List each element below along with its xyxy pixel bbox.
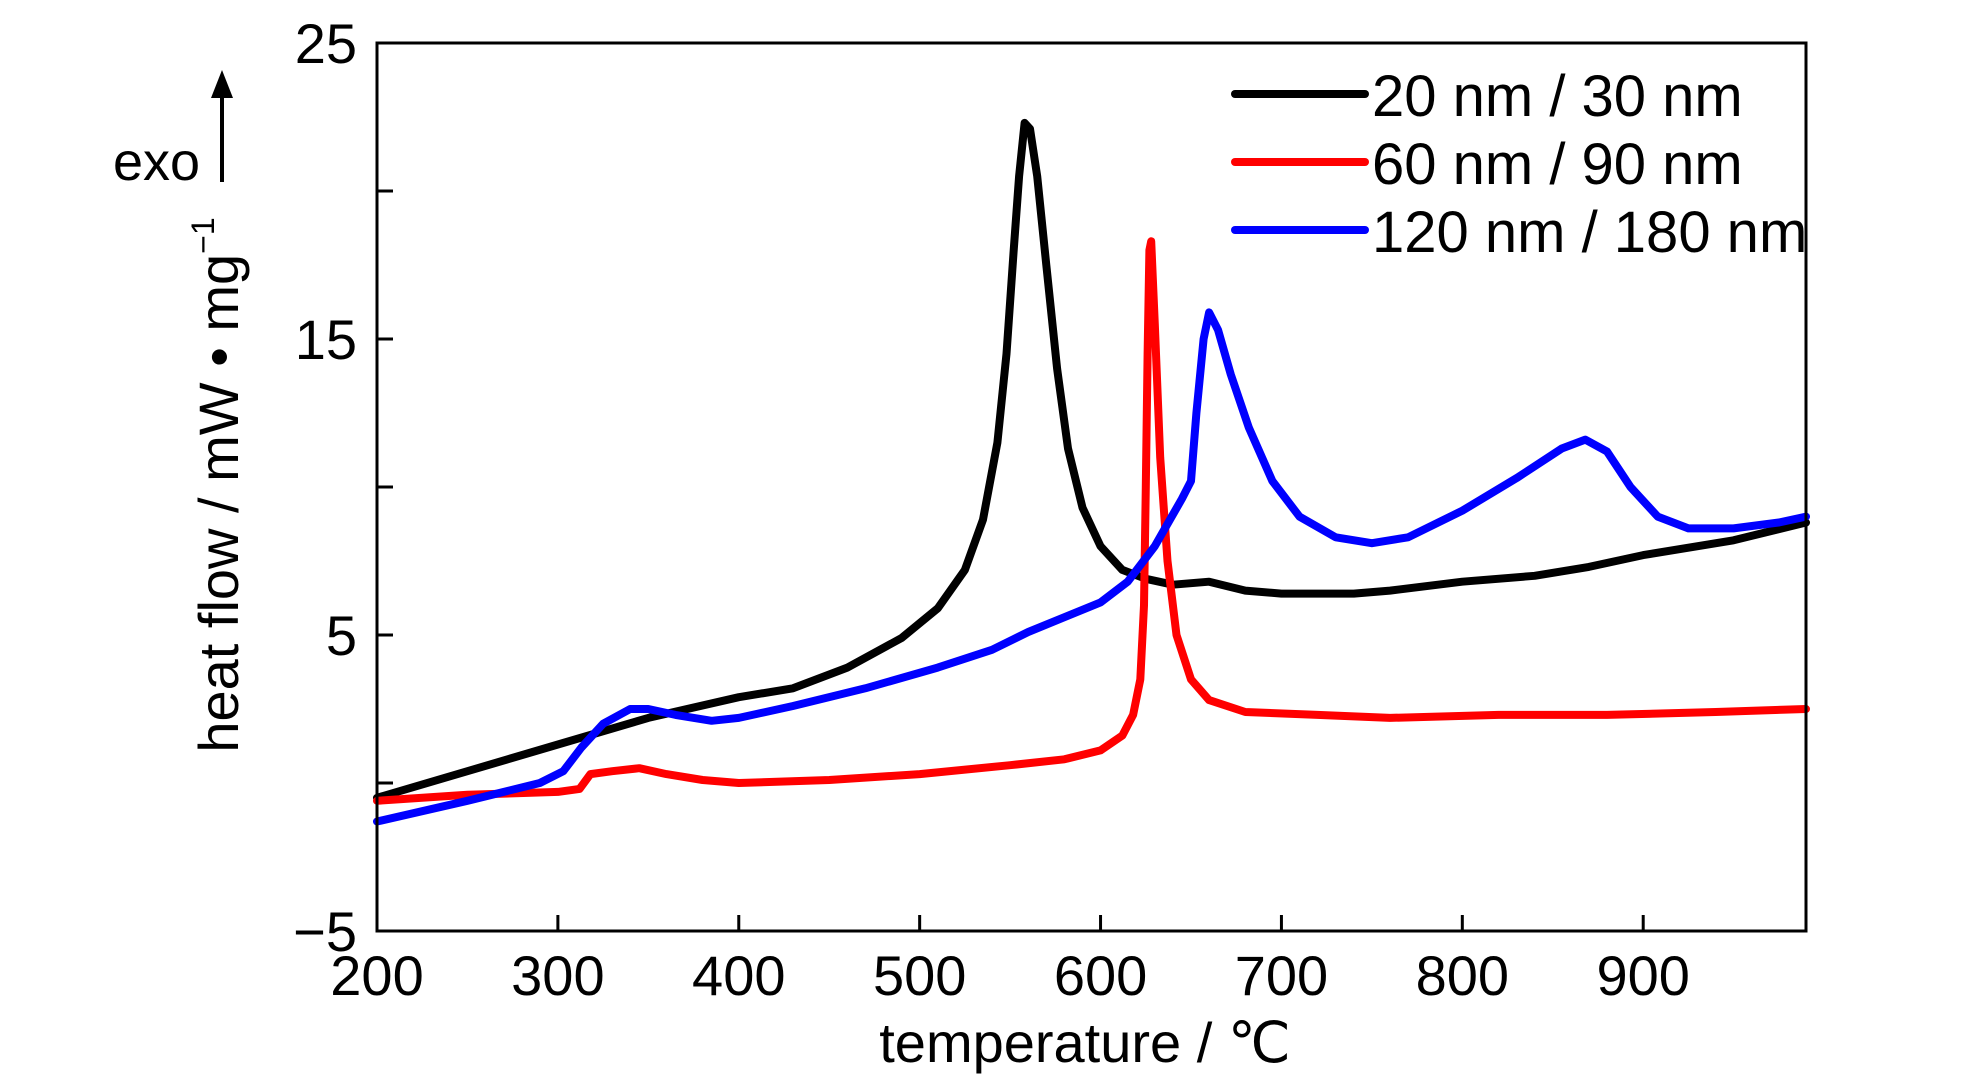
y-tick-label: 25: [295, 12, 357, 75]
exo-annotation: exo: [113, 132, 200, 192]
x-tick-label: 500: [873, 944, 966, 1007]
x-tick-label: 800: [1416, 944, 1509, 1007]
series-line-1: [373, 237, 1810, 805]
x-tick-label: 300: [511, 944, 604, 1007]
legend-label-2: 120 nm / 180 nm: [1372, 200, 1807, 265]
y-tick-label: 5: [326, 604, 357, 667]
x-tick-label: 400: [692, 944, 785, 1007]
y-axis-title-main: heat flow / mW • mg: [187, 254, 250, 753]
y-tick-label: 15: [295, 308, 357, 371]
tick-labels: 200 300 400 500 600 700 800 900 −5 5 15 25: [293, 12, 1690, 1007]
x-tick-label: 200: [330, 944, 423, 1007]
legend-label-0: 20 nm / 30 nm: [1372, 64, 1743, 129]
exo-arrow-icon: [211, 70, 233, 182]
y-axis-title: heat flow / mW • mg−1: [185, 217, 250, 752]
series-line-0: [373, 118, 1810, 802]
x-tick-label: 700: [1235, 944, 1328, 1007]
legend-label-1: 60 nm / 90 nm: [1372, 132, 1743, 197]
x-axis-title: temperature / ℃: [879, 1011, 1291, 1074]
plot-frame: [375, 41, 1808, 933]
series-lines: [373, 118, 1810, 826]
x-tick-label: 600: [1054, 944, 1147, 1007]
y-axis-title-superscript: −1: [185, 217, 221, 253]
y-tick-label: −5: [293, 900, 357, 963]
x-tick-label: 900: [1596, 944, 1689, 1007]
series-line-2: [373, 308, 1810, 826]
